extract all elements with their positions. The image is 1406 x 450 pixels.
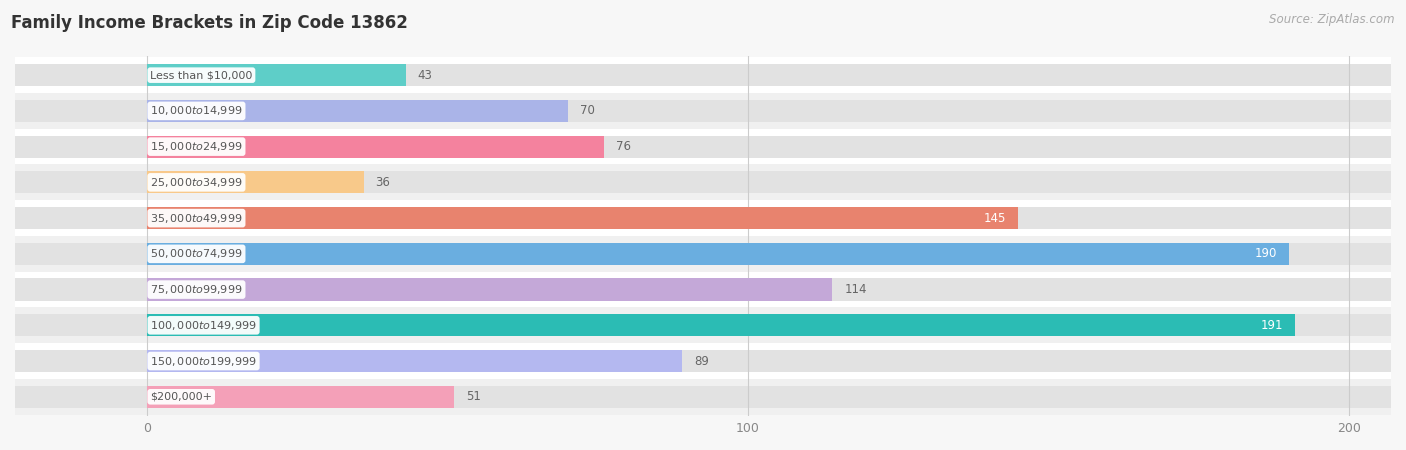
Text: $75,000 to $99,999: $75,000 to $99,999	[150, 283, 243, 296]
Text: $50,000 to $74,999: $50,000 to $74,999	[150, 248, 243, 261]
Text: Less than $10,000: Less than $10,000	[150, 70, 253, 80]
Bar	[15, 57, 1391, 93]
Text: 43: 43	[418, 69, 433, 81]
Text: 89: 89	[695, 355, 709, 368]
Text: $150,000 to $199,999: $150,000 to $199,999	[150, 355, 257, 368]
Bar	[148, 171, 364, 193]
Bar	[15, 279, 1391, 301]
Bar	[148, 207, 1018, 229]
Text: Family Income Brackets in Zip Code 13862: Family Income Brackets in Zip Code 13862	[11, 14, 408, 32]
Text: 51: 51	[465, 390, 481, 403]
Bar	[15, 386, 1391, 408]
Bar	[148, 64, 405, 86]
Bar	[148, 350, 682, 372]
Text: 36: 36	[375, 176, 391, 189]
Text: 191: 191	[1260, 319, 1282, 332]
Bar	[148, 243, 1289, 265]
Bar	[15, 307, 1391, 343]
Text: $15,000 to $24,999: $15,000 to $24,999	[150, 140, 243, 153]
Text: 114: 114	[844, 283, 866, 296]
Bar	[15, 350, 1391, 372]
Bar	[15, 64, 1391, 86]
Bar	[15, 100, 1391, 122]
Bar	[15, 379, 1391, 414]
Text: Source: ZipAtlas.com: Source: ZipAtlas.com	[1270, 14, 1395, 27]
Text: $200,000+: $200,000+	[150, 392, 212, 402]
Bar	[148, 314, 1295, 337]
Text: 190: 190	[1254, 248, 1277, 261]
Bar	[15, 93, 1391, 129]
Bar	[148, 279, 832, 301]
Bar	[15, 135, 1391, 157]
Text: $35,000 to $49,999: $35,000 to $49,999	[150, 212, 243, 225]
Bar	[15, 314, 1391, 337]
Text: $25,000 to $34,999: $25,000 to $34,999	[150, 176, 243, 189]
Text: 70: 70	[579, 104, 595, 117]
Bar	[15, 165, 1391, 200]
Bar	[15, 272, 1391, 307]
Bar	[15, 129, 1391, 165]
Bar	[15, 171, 1391, 193]
Bar	[15, 243, 1391, 265]
Bar	[15, 200, 1391, 236]
Text: $100,000 to $149,999: $100,000 to $149,999	[150, 319, 257, 332]
Bar	[15, 207, 1391, 229]
Bar	[15, 236, 1391, 272]
Bar	[148, 135, 603, 157]
Bar	[148, 100, 568, 122]
Bar	[15, 343, 1391, 379]
Text: 76: 76	[616, 140, 631, 153]
Text: $10,000 to $14,999: $10,000 to $14,999	[150, 104, 243, 117]
Bar	[148, 386, 454, 408]
Text: 145: 145	[984, 212, 1007, 225]
